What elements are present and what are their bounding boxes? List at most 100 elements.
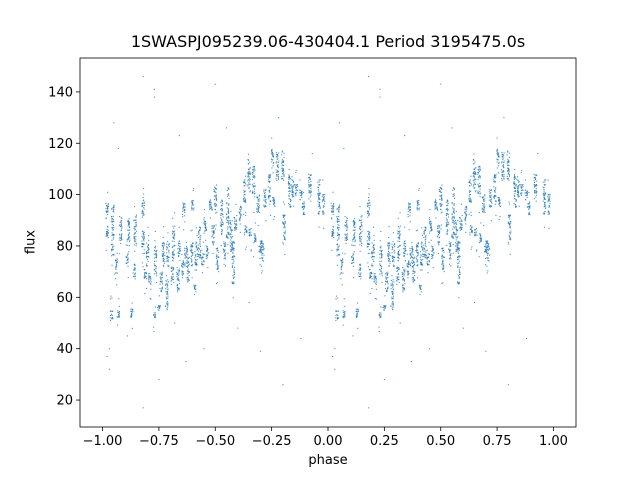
data-point [493,177,495,179]
data-point [331,233,333,235]
data-point [359,250,361,252]
data-point [134,267,136,269]
data-point [256,208,258,210]
data-point [421,262,423,264]
data-point [172,251,174,253]
data-point [534,176,536,178]
data-point [188,271,190,273]
data-point [543,226,546,228]
data-point [247,159,249,161]
data-point [301,190,303,192]
data-point [184,254,186,256]
data-point [474,231,476,233]
data-point [150,283,152,285]
data-point [518,180,520,183]
data-point [260,241,262,243]
data-point [369,243,371,245]
data-point [407,270,409,273]
data-point [213,237,215,239]
data-point [543,211,545,213]
data-point [231,220,233,222]
data-point [188,270,190,272]
data-point [288,177,291,179]
data-point [391,308,393,310]
data-point [277,157,279,159]
data-point [501,161,503,163]
data-point [473,168,475,170]
data-point [182,273,184,275]
data-point [166,291,168,293]
data-point [487,245,489,247]
data-point [428,219,430,221]
data-point [153,331,155,333]
data-point [535,192,537,194]
data-point [491,198,493,200]
data-point [340,260,342,262]
data-point [473,182,475,184]
data-point [487,253,489,255]
data-point [323,196,325,198]
data-point [187,261,189,263]
data-point [484,200,486,202]
data-point [215,224,217,226]
data-point [380,247,382,249]
data-point [436,236,438,238]
data-point [453,216,455,218]
data-point [487,259,489,261]
data-point [265,189,267,191]
data-point [388,242,390,244]
data-point [391,303,393,305]
data-point [171,230,174,232]
data-point [501,178,503,180]
data-point [162,242,164,244]
data-point [455,233,457,235]
data-point [447,202,449,204]
data-point [277,167,279,169]
data-point [309,196,311,198]
data-point [185,253,188,255]
data-point [182,216,184,218]
data-point [232,282,234,285]
data-point [344,237,346,239]
data-point [470,190,472,192]
data-point [399,225,401,227]
data-point [251,190,254,192]
data-point [447,213,449,215]
data-point [187,281,189,283]
data-point [295,193,297,195]
data-point [194,294,196,296]
data-point [158,307,160,310]
data-point [446,225,448,227]
data-point [113,211,115,213]
data-point [187,254,189,256]
data-point [390,279,392,282]
data-point [143,202,145,204]
data-point [220,214,222,216]
data-point [133,220,135,222]
data-point [542,193,544,195]
data-point [509,215,511,217]
data-point [282,164,285,166]
data-point [440,212,442,214]
data-point [376,281,378,283]
data-point [185,241,187,243]
data-point [289,178,292,180]
data-point [261,244,263,247]
data-point [146,263,148,265]
data-point [276,174,278,176]
data-point [460,226,462,228]
data-point [178,247,180,249]
y-tick-label: 140 [48,85,73,100]
data-point [469,197,471,199]
data-point [498,198,500,200]
data-point [228,193,230,195]
data-point [220,213,222,215]
data-point [403,256,405,258]
data-point [392,309,394,311]
data-point [245,246,247,248]
data-point [496,149,498,151]
data-point [112,249,114,251]
data-point [230,228,232,230]
data-point [331,218,333,220]
data-point [425,250,427,252]
